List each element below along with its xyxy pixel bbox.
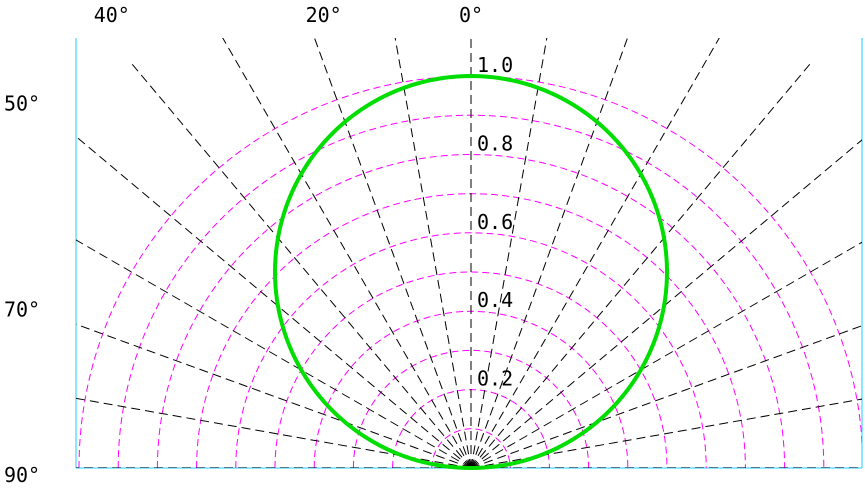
- radial-gridline: [352, 349, 590, 468]
- angular-gridline: [470, 139, 862, 468]
- radial-tick-label: 0.4: [477, 288, 513, 312]
- radial-tick-label: 0.8: [477, 131, 513, 155]
- angular-gridline: [76, 397, 472, 468]
- angular-gridline: [130, 62, 472, 468]
- angular-gridline: [470, 241, 862, 468]
- angular-gridline: [394, 38, 472, 468]
- series-curve: [273, 74, 669, 470]
- radial-gridline: [156, 153, 786, 468]
- radial-gridline: [274, 271, 668, 468]
- angular-gridline: [470, 38, 720, 468]
- angular-gridlines: [76, 38, 862, 468]
- angle-tick-label: 40°: [94, 3, 130, 27]
- angular-gridline: [222, 38, 472, 468]
- radial-gridline: [78, 75, 862, 468]
- angular-gridline: [76, 323, 472, 468]
- angular-gridline: [470, 398, 862, 468]
- radial-gridline: [431, 428, 511, 468]
- radial-tick-labels: 0.2 0.4 0.6 0.8 1.0: [477, 53, 513, 391]
- radial-gridline: [235, 232, 707, 468]
- angular-gridline: [76, 135, 472, 468]
- angular-gridline: [470, 38, 548, 468]
- radial-tick-label: 1.0: [477, 53, 513, 77]
- angle-tick-label: 90°: [4, 463, 40, 487]
- series-layer: [273, 74, 669, 470]
- angular-gridline: [470, 62, 812, 468]
- chart-frame: [75, 38, 863, 469]
- radial-tick-label: 0.2: [477, 367, 513, 391]
- angular-gridline: [470, 325, 862, 468]
- angle-tick-label: 20°: [306, 3, 342, 27]
- angle-tick-label: 70°: [4, 297, 40, 321]
- angle-tick-labels: 40° 20° 0° 50° 70° 90°: [4, 3, 483, 487]
- angular-gridline: [313, 38, 472, 468]
- angular-gridline: [470, 38, 629, 468]
- angular-gridline: [76, 239, 472, 468]
- angle-tick-label: 0°: [459, 3, 483, 27]
- radial-tick-label: 0.6: [477, 210, 513, 234]
- angle-tick-label: 50°: [4, 92, 40, 116]
